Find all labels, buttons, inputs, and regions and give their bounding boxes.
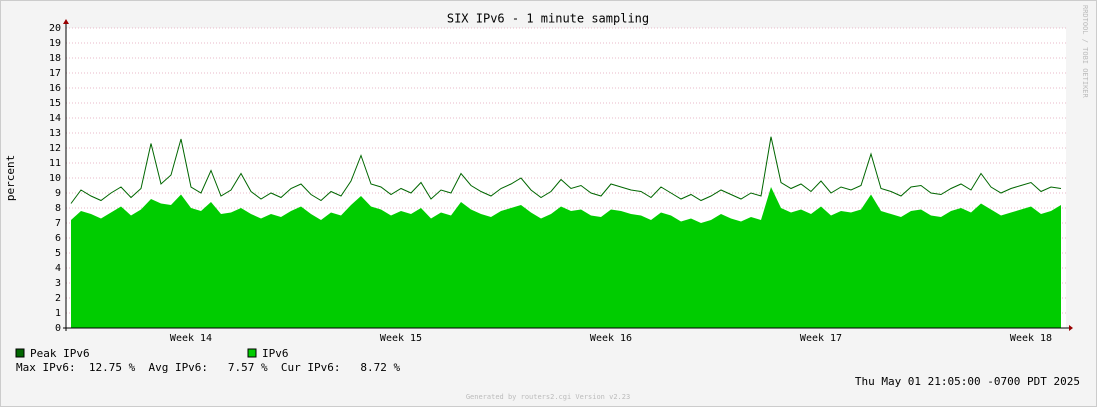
- legend-label: Peak IPv6: [30, 347, 90, 360]
- x-tick-label: Week 17: [800, 333, 842, 344]
- y-tick-label: 16: [49, 83, 61, 94]
- y-tick-label: 19: [49, 38, 61, 49]
- y-tick-label: 3: [55, 278, 61, 289]
- y-axis-label: percent: [4, 155, 17, 201]
- chart-title: SIX IPv6 - 1 minute sampling: [447, 12, 649, 26]
- x-tick-label: Week 15: [380, 333, 422, 344]
- y-tick-label: 5: [55, 248, 61, 259]
- x-tick-label: Week 16: [590, 333, 632, 344]
- y-tick-label: 0: [55, 323, 61, 334]
- area: [71, 187, 1061, 328]
- y-tick-label: 8: [55, 203, 61, 214]
- y-tick-label: 10: [49, 173, 61, 184]
- y-tick-label: 2: [55, 293, 61, 304]
- x-tick-label: Week 14: [170, 333, 212, 344]
- y-tick-label: 15: [49, 98, 61, 109]
- peak-line: [70, 136, 1062, 204]
- y-tick-label: 6: [55, 233, 61, 244]
- y-tick-label: 20: [49, 23, 61, 34]
- y-tick-label: 17: [49, 68, 61, 79]
- y-tick-label: 1: [55, 308, 61, 319]
- footer: Generated by routers2.cgi Version v2.23: [466, 393, 630, 401]
- legend-label: IPv6: [262, 347, 289, 360]
- y-tick-label: 9: [55, 188, 61, 199]
- y-tick-label: 13: [49, 128, 61, 139]
- x-tick-label: Week 18: [1010, 333, 1052, 344]
- y-tick-label: 7: [55, 218, 61, 229]
- timestamp: Thu May 01 21:05:00 -0700 PDT 2025: [855, 375, 1080, 388]
- watermark: RRDTOOL / TOBI OETIKER: [1081, 5, 1089, 99]
- y-tick-label: 18: [49, 53, 61, 64]
- stats: Max IPv6: 12.75 % Avg IPv6: 7.57 % Cur I…: [16, 361, 400, 374]
- y-tick-label: 14: [49, 113, 61, 124]
- legend-swatch: [247, 348, 257, 358]
- y-tick-label: 4: [55, 263, 61, 274]
- y-arrow: [63, 19, 69, 24]
- y-tick-label: 11: [49, 158, 61, 169]
- x-arrow: [1069, 325, 1073, 331]
- legend-swatch: [15, 348, 25, 358]
- y-tick-label: 12: [49, 143, 61, 154]
